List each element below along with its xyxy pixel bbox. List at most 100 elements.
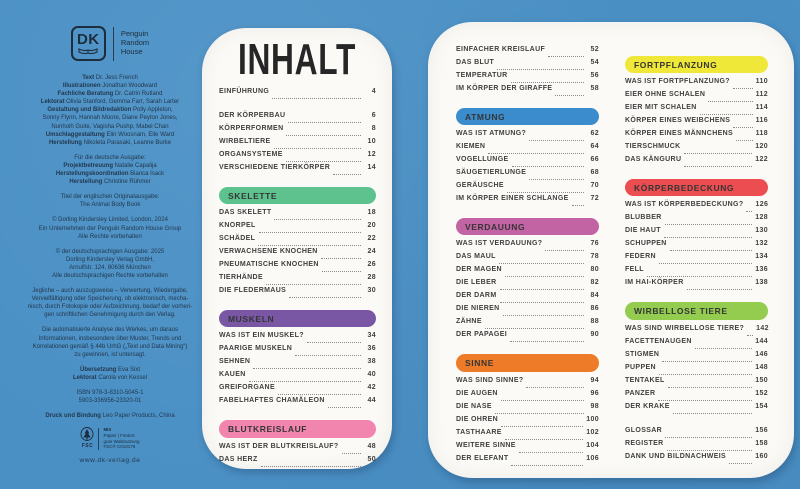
section-header-pill: WIRBELLOSE TIERE [625, 302, 768, 320]
toc-row: DIE HAUT 130 [625, 227, 768, 240]
fsc-mix-line: MIX [103, 427, 112, 433]
publisher-name-line: House [120, 46, 143, 56]
toc-leader-dots [274, 219, 361, 221]
section-header-pill: SINNE [456, 354, 599, 372]
toc-entry-label: WAS IST FORTPFLANZUNG? [625, 78, 730, 86]
toc-leader-dots [506, 192, 584, 194]
toc-entry-label: WAS IST EIN MUSKEL? [219, 332, 304, 340]
toc-leader-dots [662, 360, 753, 362]
toc-row: WAS IST ATMUNG? 62 [456, 130, 599, 143]
toc-page-number: 110 [755, 78, 768, 86]
toc-page-number: 160 [755, 452, 768, 460]
toc-leader-dots [327, 407, 361, 409]
toc-leader-dots [747, 334, 754, 336]
toc-entry-label: SÄUGETIERLUNGE [456, 169, 527, 177]
toc-page-number: 52 [590, 46, 599, 53]
toc-row: WAS IST DER BLUTKREISLAUF? 48 [219, 443, 376, 456]
toc-entry-label: WEITERE SINNE [456, 441, 516, 449]
toc-leader-dots [499, 289, 584, 291]
toc-entry-label: EIER OHNE SCHALEN [625, 91, 706, 99]
toc-entry-label: DIE NIEREN [456, 305, 500, 313]
toc-row: KNORPEL 20 [219, 222, 376, 235]
toc-page-number: 58 [590, 85, 599, 92]
toc-leader-dots [683, 153, 753, 155]
toc-entry-label: PNEUMATISCHE KNOCHEN [219, 261, 319, 269]
toc-row: WAS IST KÖRPERBEDECKUNG? 126 [625, 201, 768, 214]
toc-page-number: 154 [755, 402, 768, 410]
imprint-block: © der deutschsprachigen Ausgabe: 2025 Dor… [22, 248, 198, 280]
toc-entry-label: DIE LEBER [456, 279, 497, 287]
toc-page-number: 28 [367, 274, 376, 282]
imprint-line: Vervielfältigung oder Speicherung, ob el… [31, 296, 189, 303]
toc-row: ZÄHNE 88 [456, 318, 599, 331]
toc-row: DER KRAKE 154 [625, 403, 768, 416]
toc-section: BLUTKREISLAUF WAS IST DER BLUTKREISLAUF? 4… [219, 420, 376, 468]
toc-page-number: 102 [586, 428, 599, 436]
imprint-column: DK Penguin Random House Text Dr. Jess Fren… [22, 26, 198, 466]
imprint-line: Lektorat Olivia Stanford, Gemma Farr, Sa… [40, 99, 180, 106]
toc-entry-label: VOGELLUNGE [456, 156, 509, 164]
imprint-block: Übersetzung Eva Sixt Lektorat Carola von … [22, 366, 198, 382]
imprint-line: Sonny Flynn, Hannah Moore, Diane Peyton … [42, 115, 178, 122]
toc-row: DER ELEFANT 106 [456, 455, 599, 468]
toc-entry-label: KIEMEN [456, 143, 486, 151]
toc-entry-label: DER MAGEN [456, 266, 502, 274]
toc-row: DIE OHREN 100 [456, 416, 599, 429]
imprint-line: © der deutschsprachigen Ausgabe: 2025 [55, 248, 165, 255]
publisher-website: www.dk-verlag.de [79, 457, 141, 465]
toc-leader-dots [526, 386, 584, 388]
toc-leader-dots [658, 263, 753, 265]
toc-row: WAS IST VERDAUUNG? 76 [456, 240, 599, 253]
toc-page-number: 80 [590, 266, 599, 274]
imprint-line: Für die deutsche Ausgabe: [74, 154, 146, 161]
toc-row: PUPPEN 148 [625, 364, 768, 377]
contents-page-right: EINFACHER KREISLAUF 52 DAS BLUT 54 TEMPERATU… [428, 22, 794, 478]
toc-entry-label: FACETTENAUGEN [625, 337, 692, 345]
toc-row: DAS HERZ 50 [219, 456, 376, 469]
toc-leader-dots [646, 276, 753, 278]
toc-page-number: 132 [755, 240, 768, 248]
imprint-block: Druck und Bindung Leo Paper Products, Ch… [22, 412, 198, 420]
page-title: INHALT [237, 35, 357, 84]
toc-page-number: 142 [756, 324, 769, 332]
toc-leader-dots [321, 271, 361, 273]
toc-leader-dots [667, 386, 753, 388]
toc-leader-dots [320, 258, 361, 260]
imprint-block: © Dorling Kindersley Limited, London, 20… [22, 216, 198, 240]
toc-page-number: 4 [371, 88, 376, 95]
toc-section: KÖRPERBEDECKUNG WAS IST KÖRPERBEDECKUNG? 1… [625, 179, 768, 292]
imprint-line: Herstellungskoordination Bianca Isack [55, 171, 165, 178]
toc-page-number: 24 [367, 248, 376, 256]
toc-leader-dots [733, 127, 753, 129]
toc-entry-label: REGISTER [625, 439, 664, 447]
fsc-mix-line: gute Waldnutzung [103, 438, 140, 444]
toc-leader-dots [258, 245, 361, 247]
imprint-line: Text Dr. Jess French [82, 75, 138, 81]
toc-entry-label: ORGANSYSTEME [219, 151, 283, 158]
toc-row: DER MAGEN 80 [456, 266, 599, 279]
toc-page-number: 70 [590, 182, 599, 190]
toc-page-number: 128 [755, 214, 768, 222]
toc-entry-label: DIE NASE [456, 402, 492, 410]
toc-leader-dots [341, 452, 361, 454]
toc-row: TIERSCHMUCK 120 [625, 143, 768, 156]
publisher-logo-row: DK Penguin Random House [22, 26, 198, 61]
toc-page-number: 106 [586, 454, 599, 462]
toc-page-number: 18 [367, 209, 376, 217]
imprint-line: Alle Rechte vorbehalten [78, 233, 142, 240]
toc-leader-dots [248, 381, 361, 383]
toc-leader-dots [288, 122, 361, 123]
publisher-name-line: Penguin [120, 29, 149, 39]
imprint-line: Arnulfstr. 124, 80636 München [69, 264, 151, 271]
toc-page-number: 62 [590, 130, 599, 138]
toc-row: ORGANSYSTEME 12 [219, 151, 376, 164]
toc-column-2: FORTPFLANZUNG WAS IST FORTPFLANZUNG? 110 EI… [625, 46, 769, 468]
toc-entry-label: DIE HAUT [625, 227, 661, 235]
toc-page-number: 20 [367, 222, 376, 230]
fsc-mix-line: FSC® C018179 [103, 444, 136, 450]
toc-page-number: 22 [367, 235, 376, 243]
toc-leader-dots [253, 368, 361, 370]
toc-entry-label: WAS SIND SINNE? [456, 376, 524, 384]
imprint-line: © Dorling Kindersley Limited, London, 20… [52, 217, 168, 224]
toc-page-number: 136 [755, 266, 768, 274]
